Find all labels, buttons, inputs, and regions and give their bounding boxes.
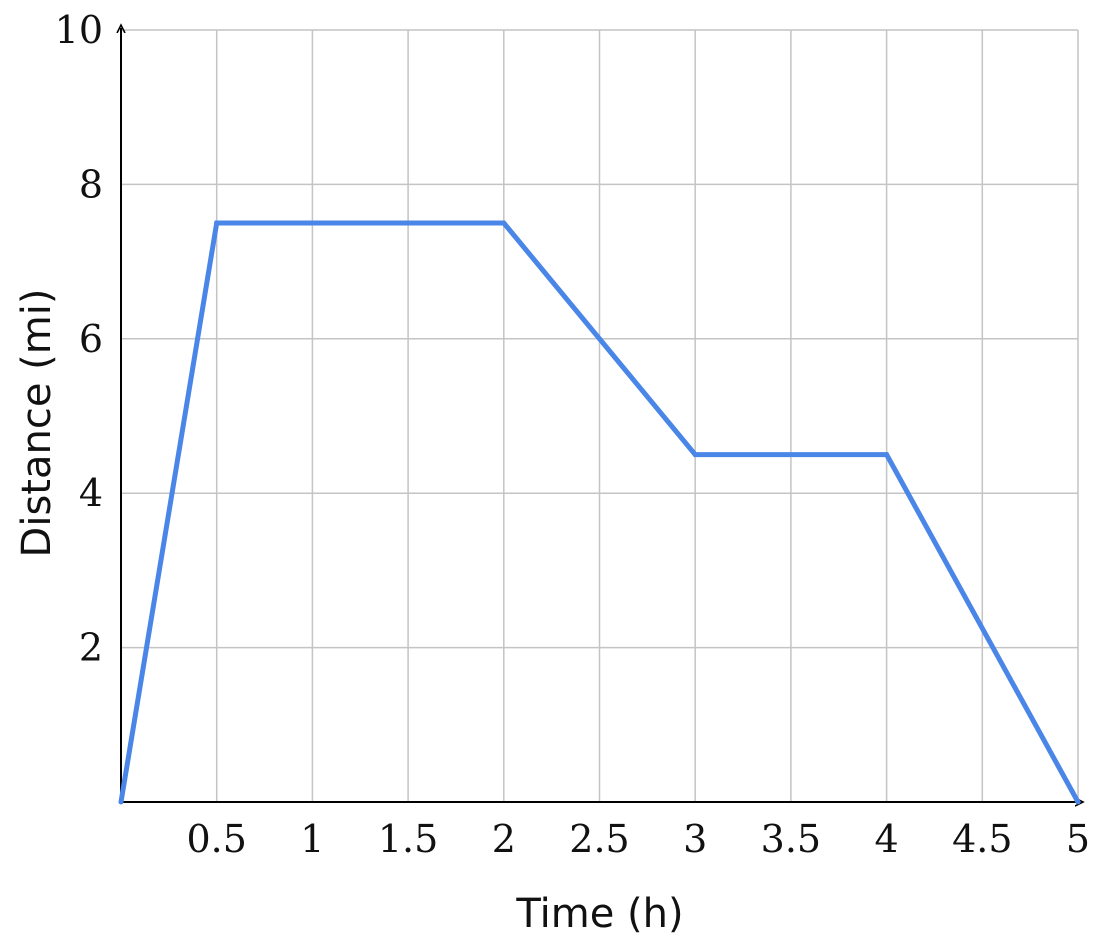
- data-point: [884, 452, 890, 458]
- x-tick-label: 3.5: [761, 817, 821, 861]
- y-tick-label: 10: [55, 8, 103, 52]
- data-point: [1075, 799, 1081, 805]
- data-point: [692, 452, 698, 458]
- x-tick-label: 1.5: [378, 817, 438, 861]
- y-tick-label: 2: [79, 626, 103, 670]
- x-tick-label: 4.5: [952, 817, 1012, 861]
- axes: [121, 28, 1080, 802]
- y-axis-label: Distance (mi): [14, 289, 60, 558]
- x-tick-label: 5: [1066, 817, 1090, 861]
- x-tick-labels: 0.5 1 1.5 2 2.5 3 3.5 4 4.5 5: [186, 817, 1090, 861]
- grid: [121, 29, 1079, 802]
- series-line-0: [118, 220, 1081, 804]
- data-point: [501, 220, 507, 226]
- data-point: [214, 220, 220, 226]
- y-tick-label: 4: [79, 471, 103, 515]
- x-tick-label: 2: [492, 817, 516, 861]
- y-tick-label: 6: [79, 317, 103, 361]
- y-tick-label: 8: [79, 162, 103, 206]
- data-point: [118, 799, 124, 805]
- x-axis-label: Time (h): [515, 891, 683, 937]
- series-layer: [118, 220, 1081, 805]
- x-tick-label: 1: [300, 817, 324, 861]
- x-tick-label: 2.5: [569, 817, 629, 861]
- x-tick-label: 0.5: [186, 817, 246, 861]
- y-tick-labels: 2 4 6 8 10: [55, 8, 103, 670]
- x-tick-label: 4: [875, 817, 899, 861]
- x-tick-label: 3: [683, 817, 707, 861]
